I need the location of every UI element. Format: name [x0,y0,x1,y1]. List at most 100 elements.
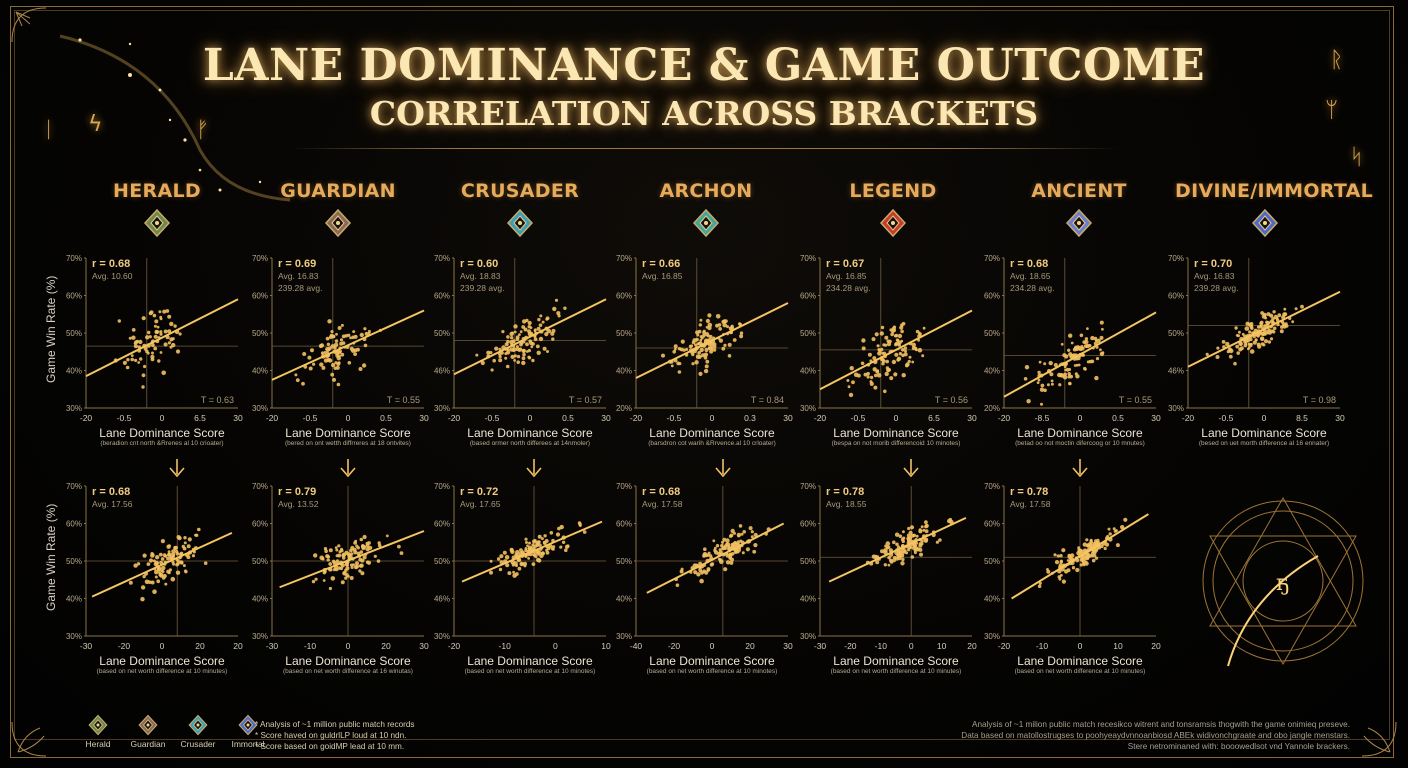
svg-text:60%: 60% [1168,292,1184,301]
footnote: Stere netrominaned with: booowedlsot vnd… [1127,742,1350,751]
svg-text:50%: 50% [1168,329,1184,338]
svg-text:r = 0.69: r = 0.69 [278,258,316,270]
x-axis-sublabel: (bered on ont wetth diffrreres at 18 ont… [285,440,411,447]
x-axis-label: Lane Dominance Score [1201,426,1327,440]
svg-text:70%: 70% [984,254,1000,263]
svg-text:-0.5: -0.5 [851,413,866,423]
svg-text:T = 0.55: T = 0.55 [387,395,420,405]
corner-ornament-icon [11,7,47,43]
x-axis-sublabel: (based on net worth difference at 10 min… [464,668,596,675]
herald-emblem-icon [88,714,108,736]
svg-text:30%: 30% [434,404,450,413]
svg-text:40%: 40% [984,367,1000,376]
x-axis-sublabel: (beradion cnt north &Rrenes al 10 crioat… [100,440,224,447]
footnote: * Score haved on guldrlLP loud at 10 ndn… [255,731,407,740]
svg-text:70%: 70% [252,482,268,491]
svg-text:0.3: 0.3 [744,413,756,423]
guardian-emblem-icon [324,208,352,238]
svg-text:T = 0.57: T = 0.57 [569,395,602,405]
footnote: Data based on matollostrugses to poohyea… [961,731,1350,740]
legend-label: Guardian [130,739,166,749]
legend-label: Crusader [180,739,216,749]
svg-text:r = 0.68: r = 0.68 [1010,258,1048,270]
svg-text:Avg. 16.85: Avg. 16.85 [826,271,867,281]
svg-text:20: 20 [233,641,243,651]
svg-text:-20: -20 [1182,413,1195,423]
svg-text:Avg. 16.85: Avg. 16.85 [642,271,683,281]
svg-text:r = 0.70: r = 0.70 [1194,258,1232,270]
svg-text:30: 30 [419,641,429,651]
legend-item-crusader: Crusader [178,714,218,749]
svg-text:20%: 20% [984,404,1000,413]
svg-text:-20: -20 [668,641,681,651]
svg-text:70%: 70% [984,482,1000,491]
scatter-plot: 70% 60% 50% 40% 30%-20 -0.5 0 6.5 30 r = 0.67Avg.… [800,254,977,423]
footnote: * Score based on goidMP lead at 10 mm. [255,742,405,751]
x-axis-label: Lane Dominance Score [467,654,593,668]
x-axis-label: Lane Dominance Score [649,426,775,440]
svg-text:60%: 60% [66,292,82,301]
x-axis-sublabel: (based on net worth difference at 10 min… [646,668,778,675]
svg-text:Avg. 18.55: Avg. 18.55 [826,499,867,509]
svg-text:r = 0.68: r = 0.68 [92,486,130,498]
svg-text:Avg. 17.58: Avg. 17.58 [1010,499,1051,509]
page-subtitle: CORRELATION ACROSS BRACKETS [369,94,1039,133]
svg-text:Avg. 17.58: Avg. 17.58 [642,499,683,509]
svg-text:-30: -30 [266,641,279,651]
svg-text:10: 10 [937,641,947,651]
x-axis-sublabel: (based on net worth difference at 10 min… [96,668,228,675]
scatter-plot: 70% 60% 50% 40% 30%-20 -0.5 0 0.5 30 r = 0.69Avg.… [252,254,429,423]
svg-text:T = 0.98: T = 0.98 [1303,395,1336,405]
svg-text:-20: -20 [998,641,1011,651]
svg-text:0: 0 [553,641,558,651]
legend-label: Herald [85,739,111,749]
svg-text:6.5: 6.5 [194,413,206,423]
svg-text:70%: 70% [616,482,632,491]
ancient-emblem-icon [1065,208,1093,238]
svg-text:-40: -40 [630,641,643,651]
svg-text:30: 30 [783,641,793,651]
down-arrow-icon [1072,459,1088,478]
svg-text:70%: 70% [800,254,816,263]
svg-text:0: 0 [346,413,351,423]
rank-header-crusader: CRUSADER [430,180,610,238]
x-axis-sublabel: (based on net worth difference at 10 min… [1014,668,1146,675]
svg-text:234.28 avg.: 234.28 avg. [1010,283,1054,293]
svg-text:60%: 60% [616,292,632,301]
footnotes-left: * Analysis of ~1 million public match re… [255,719,415,752]
x-axis-label: Lane Dominance Score [649,654,775,668]
svg-text:20%: 20% [616,404,632,413]
svg-text:60%: 60% [252,292,268,301]
svg-text:0: 0 [160,641,165,651]
legend-item-immortal: Immortal [228,714,268,749]
svg-text:46%: 46% [434,595,450,604]
rank-name: DIVINE/IMMORTAL [1175,180,1374,202]
scatter-plot: 70% 60% 50% 46% 30%-20 -0.5 0 8.5 30 r = 0.70Avg.… [1168,254,1345,423]
x-axis-label: Lane Dominance Score [285,426,411,440]
svg-text:50%: 50% [800,329,816,338]
legend-label: Immortal [231,739,265,749]
svg-text:50%: 50% [984,329,1000,338]
rank-header-ancient: ANCIENT [989,180,1169,238]
svg-text:0: 0 [1078,641,1083,651]
svg-text:-20: -20 [844,641,857,651]
svg-text:0: 0 [1262,413,1267,423]
svg-text:50%: 50% [616,329,632,338]
svg-text:0: 0 [346,641,351,651]
svg-text:r = 0.78: r = 0.78 [1010,486,1048,498]
svg-text:30%: 30% [1168,404,1184,413]
scatter-plot: 70% 60% 50% 40% 30%-30 -20 -10 0 10 20 r = 0.78Avg… [800,482,977,651]
svg-text:T = 0.63: T = 0.63 [201,395,234,405]
svg-text:Avg. 17.65: Avg. 17.65 [460,499,501,509]
svg-text:30%: 30% [434,632,450,641]
scatter-plot: 70% 60% 50% 40% 20%-20 -8.5 0 0.5 30 r = 0.68Avg.… [984,254,1161,423]
svg-text:239.28 avg.: 239.28 avg. [278,283,322,293]
x-axis-label: Lane Dominance Score [1017,426,1143,440]
svg-text:60%: 60% [66,520,82,529]
footnote: Analysis of ~1 milion public match reces… [972,720,1350,729]
svg-text:239.28 avg.: 239.28 avg. [1194,283,1238,293]
herald-emblem-icon [143,208,171,238]
x-axis-sublabel: (based ormer north differees at 14nmoler… [469,440,591,447]
